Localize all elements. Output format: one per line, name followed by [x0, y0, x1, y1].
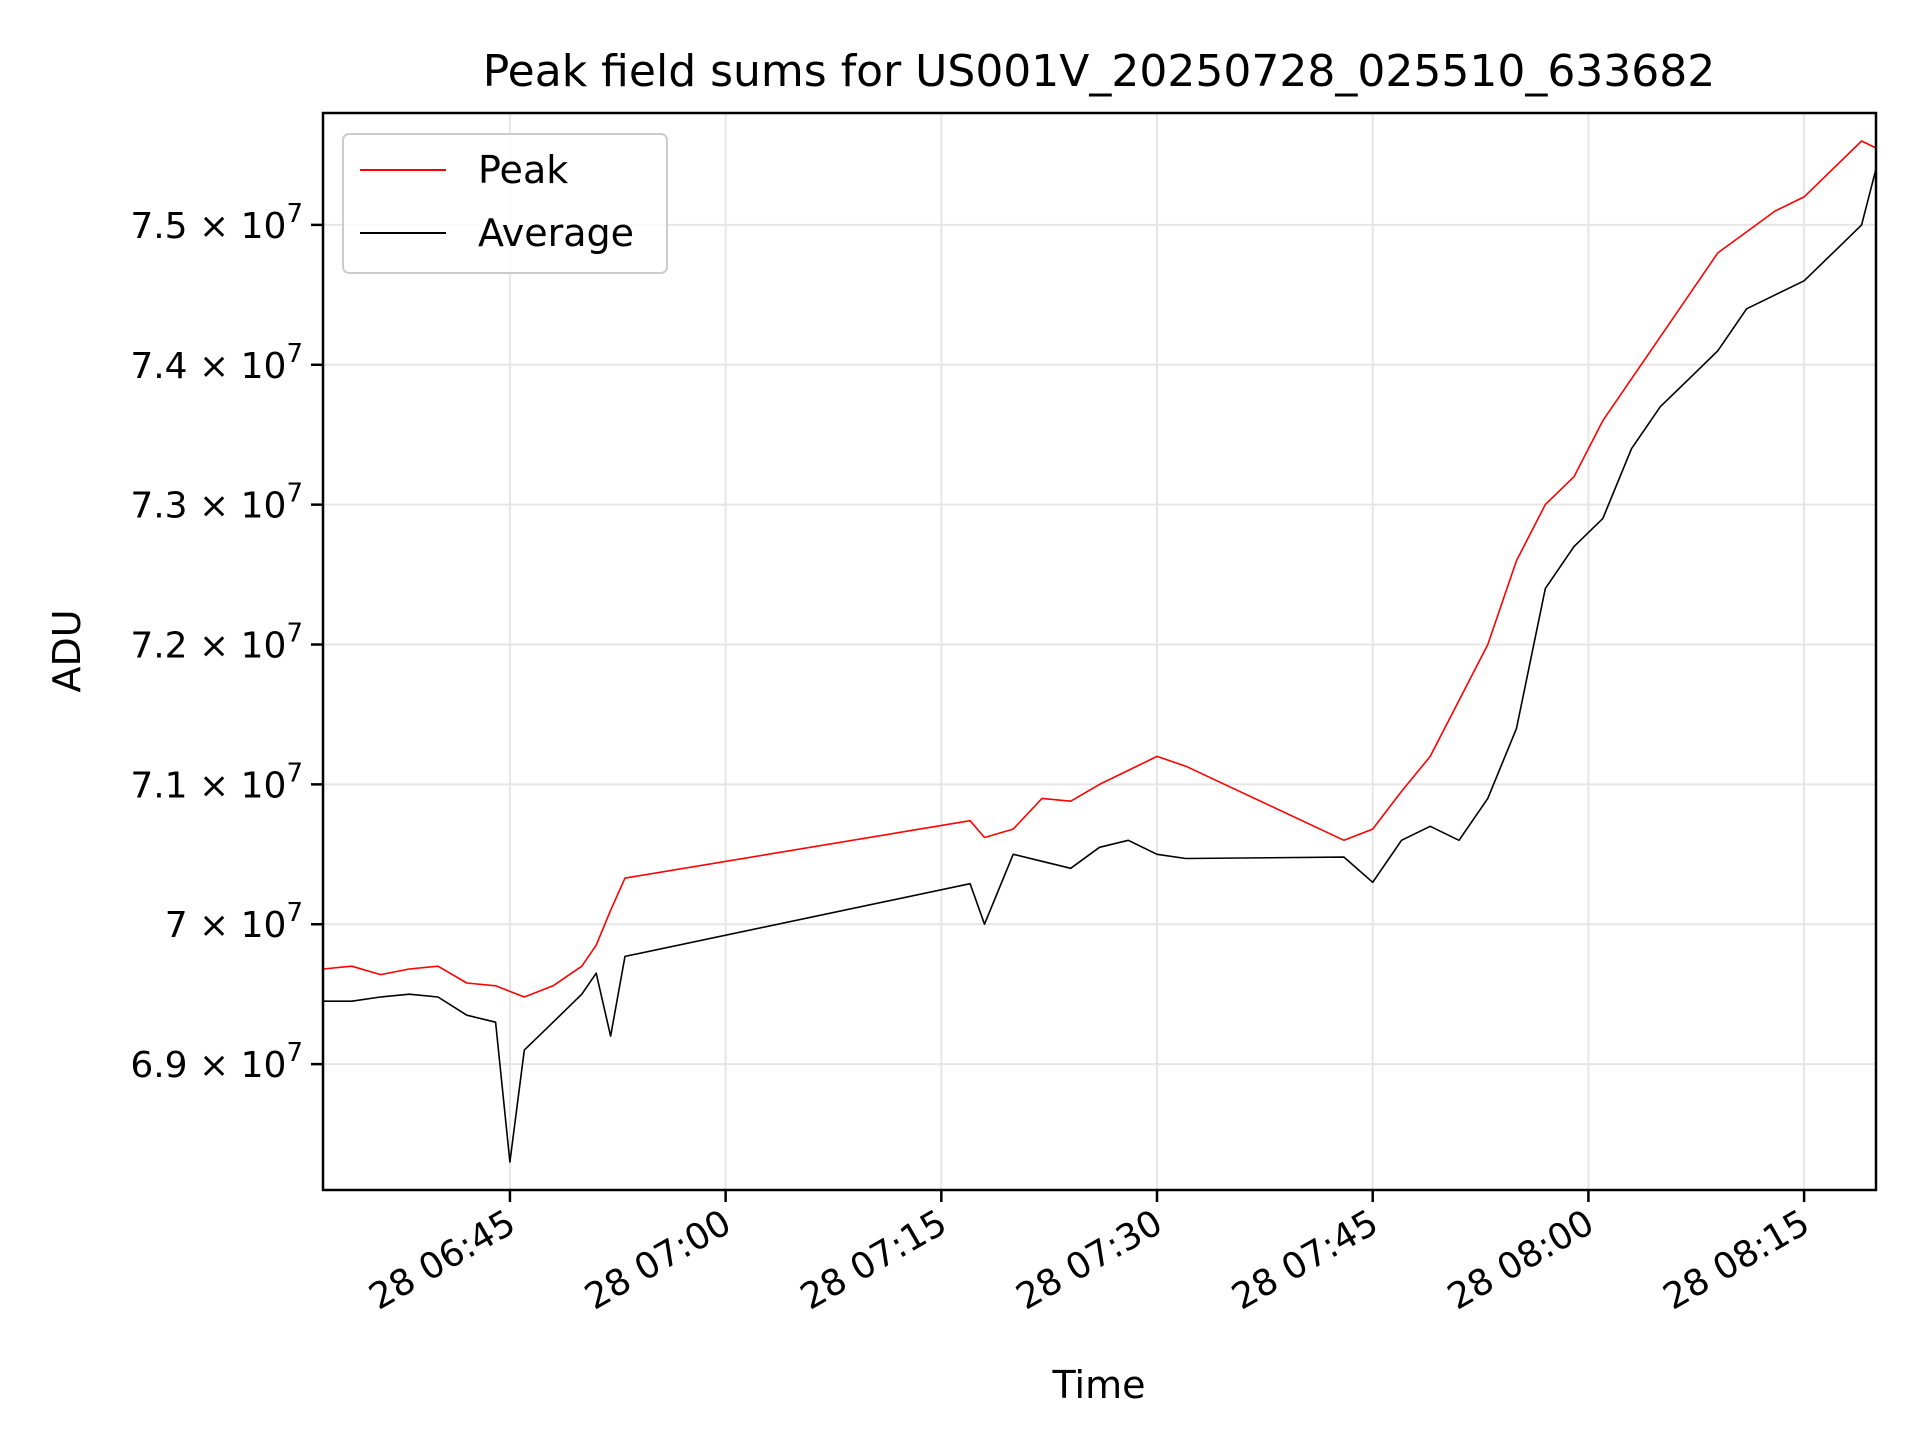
plot-frame — [321, 111, 1878, 1192]
legend-box — [342, 133, 668, 274]
y-tick-label: 7 × 107 — [165, 898, 303, 946]
y-tick-label: 7.5 × 107 — [130, 199, 303, 247]
series-line-peak — [322, 140, 1877, 998]
y-tick-label: 7.3 × 107 — [130, 479, 303, 527]
series-line-average — [323, 168, 1877, 1163]
legend-label-peak: Peak — [478, 148, 568, 192]
x-axis-label: Time — [1052, 1363, 1146, 1407]
y-tick-label: 6.9 × 107 — [130, 1038, 303, 1086]
y-axis-label: ADU — [45, 609, 89, 692]
chart-title: Peak field sums for US001V_20250728_0255… — [483, 46, 1716, 97]
y-tick-label: 7.4 × 107 — [130, 339, 303, 387]
y-tick-label: 7.1 × 107 — [130, 758, 303, 806]
legend-label-average: Average — [478, 211, 634, 255]
series-layer — [322, 140, 1877, 1163]
legend: Peak Average — [342, 133, 668, 274]
y-tick-label: 7.2 × 107 — [130, 619, 303, 667]
